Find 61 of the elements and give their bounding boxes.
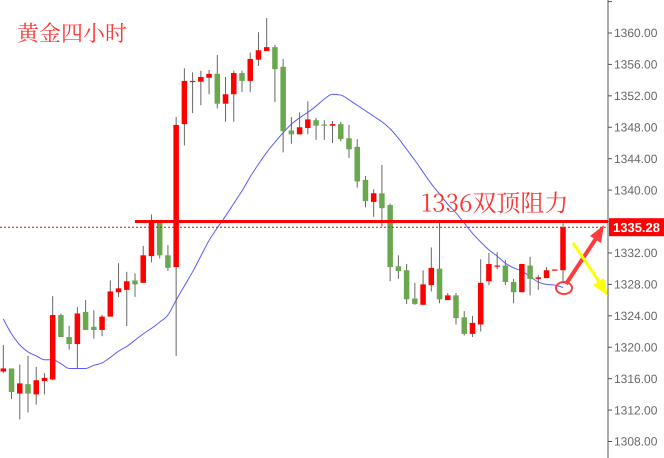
- candlestick: [66, 326, 72, 350]
- y-tick-label: 1316.00: [614, 372, 658, 386]
- y-tick-label: 1344.00: [614, 152, 658, 166]
- candlestick: [231, 70, 237, 122]
- candlestick: [99, 314, 105, 337]
- candlestick: [396, 254, 402, 280]
- candlestick: [17, 364, 23, 420]
- candlestick: [510, 278, 516, 304]
- candlestick: [42, 372, 48, 395]
- y-tick-label: 1328.00: [614, 278, 658, 292]
- candlestick: [264, 18, 270, 52]
- candlestick: [412, 282, 418, 306]
- candlestick: [502, 260, 508, 286]
- candlestick: [330, 120, 336, 144]
- candlestick: [33, 366, 39, 406]
- candlestick: [0, 344, 6, 374]
- candlestick: [470, 315, 476, 338]
- y-tick-label: 1324.00: [614, 309, 658, 324]
- y-tick-label: 1332.00: [614, 246, 658, 260]
- candlestick: [58, 312, 64, 338]
- candlestick: [313, 117, 319, 140]
- candlestick: [536, 274, 542, 290]
- y-tick-label: 1356.00: [614, 58, 658, 72]
- candlestick: [379, 164, 385, 227]
- candlestick: [272, 44, 278, 103]
- y-tick-label: 1320.00: [614, 340, 658, 354]
- candlestick: [8, 368, 14, 400]
- candlestick: [222, 76, 228, 122]
- candlestick: [486, 252, 492, 286]
- candlestick: [420, 270, 426, 306]
- candlestick: [239, 70, 245, 92]
- candlestick: [346, 124, 352, 158]
- candlestick: [247, 52, 253, 92]
- candlestick: [256, 32, 262, 66]
- candlestick: [370, 188, 376, 218]
- candlestick: [453, 292, 459, 325]
- candlestick: [124, 271, 130, 327]
- candlestick: [116, 262, 122, 298]
- y-tick-label: 1340.00: [614, 183, 658, 198]
- y-tick-label: 1360.00: [614, 26, 658, 40]
- candlestick: [527, 256, 533, 296]
- ref-line-label: 1335.28: [613, 220, 660, 236]
- candlestick: [165, 244, 171, 272]
- candlestick: [461, 310, 467, 336]
- y-tick-label: 1348.00: [614, 120, 658, 134]
- y-tick-label: 1308.00: [614, 434, 658, 449]
- candlestick: [338, 121, 344, 142]
- candlestick: [198, 70, 204, 106]
- candlestick: [296, 112, 302, 135]
- candlestick: [91, 310, 97, 340]
- candlestick: [82, 300, 88, 330]
- candlestick: [305, 100, 311, 135]
- candlestick: [428, 246, 434, 292]
- candlestick: [132, 272, 138, 298]
- candlestick: [362, 175, 368, 208]
- y-tick-label: 1352.00: [614, 89, 658, 104]
- candlestick: [288, 116, 294, 144]
- candlestick: [206, 69, 212, 95]
- candlestick: [25, 355, 31, 413]
- text: 黄金四小时: [17, 17, 128, 48]
- y-tick-label: 1312.00: [614, 403, 658, 418]
